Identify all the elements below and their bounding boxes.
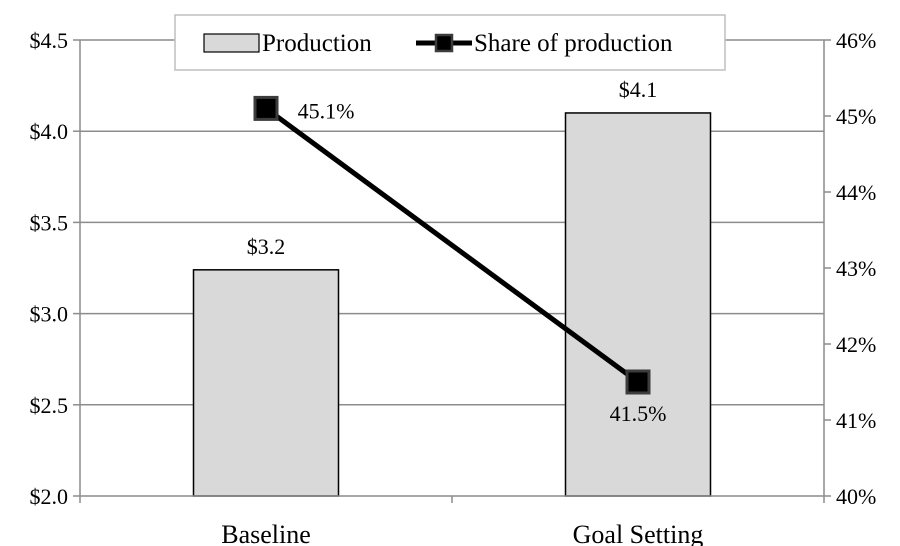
legend-marker-share: [434, 33, 454, 53]
line-layer: [253, 95, 651, 395]
left-tick-label: $3.5: [30, 210, 69, 235]
left-tick-label: $3.0: [30, 302, 69, 327]
share-line: [264, 106, 640, 385]
x-tick-label: Baseline: [221, 520, 311, 546]
right-tick-label: 45%: [836, 104, 876, 129]
left-tick-label: $2.5: [30, 393, 69, 418]
legend-label-share: Share of production: [474, 30, 673, 57]
axes-layer: $2.0 $2.5 $3.0 $3.5 $4.0 $4.5 40% 41% 42% 43% 44% 4…: [30, 28, 877, 546]
bars-layer: [192, 112, 712, 497]
right-tick-label: 43%: [836, 256, 876, 281]
bar-goal-setting: [564, 112, 712, 497]
right-tick-label: 44%: [836, 180, 876, 205]
share-marker-baseline: [253, 95, 279, 121]
x-tick-label: Goal Setting: [573, 520, 704, 546]
bar-data-label: $3.2: [247, 234, 286, 259]
left-tick-label: $4.0: [30, 119, 69, 144]
line-data-label: 41.5%: [610, 401, 667, 426]
right-tick-label: 42%: [836, 332, 876, 357]
share-marker-goal-setting: [625, 369, 651, 395]
labels-layer: $3.2 $4.1 45.1% 41.5%: [247, 77, 667, 426]
bar-baseline: [192, 269, 340, 497]
bar-data-label: $4.1: [619, 77, 658, 102]
legend-swatch-production: [203, 33, 260, 53]
right-tick-label: 46%: [836, 28, 876, 53]
grid-layer: [80, 39, 824, 406]
right-tick-label: 41%: [836, 408, 876, 433]
left-tick-label: $2.0: [30, 484, 69, 509]
legend: Production Share of production: [174, 14, 726, 71]
right-tick-label: 40%: [836, 484, 876, 509]
left-tick-label: $4.5: [30, 28, 69, 53]
line-data-label: 45.1%: [298, 98, 355, 123]
legend-label-production: Production: [262, 30, 372, 57]
